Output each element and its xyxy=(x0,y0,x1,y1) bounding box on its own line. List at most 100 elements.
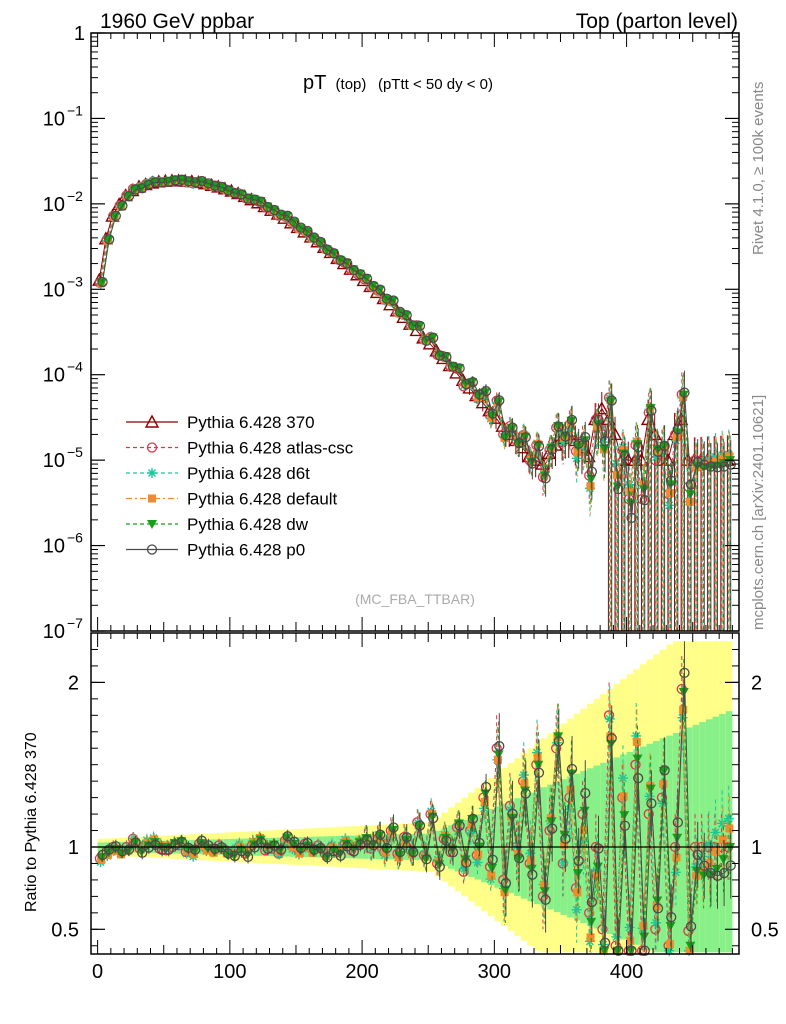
ratio-point xyxy=(454,820,465,831)
ratio-point xyxy=(421,854,432,865)
uncertainty-band-green xyxy=(679,730,687,953)
ratio-point xyxy=(196,835,207,846)
ratio-point xyxy=(487,871,496,880)
data-point xyxy=(368,281,379,291)
plot-title: pT (top) (pTtt < 50 dy < 0) xyxy=(303,72,493,94)
uncertainty-band-green xyxy=(692,724,700,953)
legend-marker xyxy=(144,414,160,428)
data-point xyxy=(639,485,650,495)
data-point xyxy=(361,273,373,284)
legend-marker xyxy=(148,494,156,503)
ratio-point xyxy=(394,850,405,860)
data-point xyxy=(699,459,710,470)
y-tick-exponent: −3 xyxy=(67,273,83,289)
legend-label: Pythia 6.428 d6t xyxy=(187,464,310,483)
ratio-point xyxy=(123,844,135,855)
ratio-point xyxy=(137,847,148,858)
ratio-point xyxy=(604,713,615,724)
y-tick-label: 10 xyxy=(43,450,65,472)
watermark: (MC_FBA_TTBAR) xyxy=(355,591,475,607)
data-point xyxy=(434,350,445,361)
y-tick-label: 1 xyxy=(74,23,85,45)
ratio-point xyxy=(434,861,445,872)
ratio-point xyxy=(176,836,188,848)
data-point xyxy=(441,351,452,363)
data-point xyxy=(282,210,293,221)
y-tick-label: 10 xyxy=(43,536,65,558)
series-dw xyxy=(96,175,736,631)
ratio-point xyxy=(322,852,333,863)
main-series xyxy=(92,173,736,631)
data-point xyxy=(666,475,677,486)
data-point xyxy=(487,408,498,419)
data-point xyxy=(308,234,319,244)
ratio-point xyxy=(408,847,419,858)
data-point xyxy=(553,421,564,432)
data-point xyxy=(507,422,518,433)
ratio-point xyxy=(520,779,529,788)
data-point xyxy=(513,437,525,449)
data-point xyxy=(586,482,595,491)
ratio-point xyxy=(513,854,524,864)
uncertainty-band-green xyxy=(666,735,673,953)
data-point xyxy=(599,435,611,447)
series-p0 xyxy=(97,174,736,631)
plot-title-cut: (pTtt < 50 dy < 0) xyxy=(378,76,493,93)
ratio-point xyxy=(368,839,379,851)
ratio-y-ticks: 0.5 0.5 1 1 2 2 xyxy=(51,648,779,947)
ratio-point xyxy=(718,867,730,879)
ratio-point xyxy=(566,785,575,794)
x-tick-label: 300 xyxy=(478,961,511,983)
data-point xyxy=(401,310,412,321)
ratio-y-tick-label: 2 xyxy=(68,672,79,694)
y-tick-exponent: −1 xyxy=(67,102,83,118)
ratio-y-tick-label: 2 xyxy=(751,672,762,694)
uncertainty-band-green xyxy=(659,738,667,953)
ratio-point xyxy=(295,842,307,854)
ratio-point xyxy=(651,917,662,928)
uncertainty-band-green xyxy=(699,722,706,953)
ratio-point xyxy=(606,732,615,741)
data-point xyxy=(586,466,598,477)
ratio-point xyxy=(723,813,734,824)
ratio-point xyxy=(586,917,597,927)
data-point xyxy=(685,490,696,500)
legend-label: Pythia 6.428 370 xyxy=(187,413,315,432)
data-point xyxy=(216,181,227,193)
data-point xyxy=(196,175,207,187)
ratio-point xyxy=(459,863,470,874)
data-point xyxy=(209,180,221,191)
data-point xyxy=(328,248,340,259)
data-point xyxy=(388,295,399,306)
ratio-point xyxy=(414,820,426,831)
data-point xyxy=(189,177,201,188)
ratio-point xyxy=(558,857,569,868)
legend-marker xyxy=(147,468,157,478)
plot-title-sub: (top) xyxy=(336,76,367,93)
ratio-point xyxy=(725,824,734,833)
data-point xyxy=(712,457,721,466)
data-point xyxy=(467,376,479,388)
ratio-point xyxy=(223,848,234,859)
data-point xyxy=(540,473,551,484)
ratio-point xyxy=(229,850,240,862)
legend-label: Pythia 6.428 p0 xyxy=(187,541,305,560)
legend-item-atlas: Pythia 6.428 atlas-csc xyxy=(126,439,354,458)
data-point xyxy=(461,378,472,390)
data-point xyxy=(342,258,353,269)
legend: Pythia 6.428 370 Pythia 6.428 atlas-csc Py… xyxy=(126,413,354,560)
mcplots-label: mcplots.cern.ch [arXiv:2401.10621] xyxy=(750,395,767,630)
ratio-point xyxy=(335,850,346,861)
data-point xyxy=(256,196,267,207)
ratio-point xyxy=(315,842,326,854)
data-point xyxy=(295,222,307,233)
ratio-point xyxy=(104,844,115,855)
data-point xyxy=(97,276,108,288)
data-point xyxy=(375,284,386,295)
data-point xyxy=(143,179,155,190)
data-point xyxy=(203,178,214,189)
ratio-point xyxy=(712,870,723,881)
ratio-point xyxy=(150,839,161,850)
rivet-label: Rivet 4.1.0, ≥ 100k events xyxy=(750,82,767,255)
legend-marker xyxy=(146,544,158,555)
